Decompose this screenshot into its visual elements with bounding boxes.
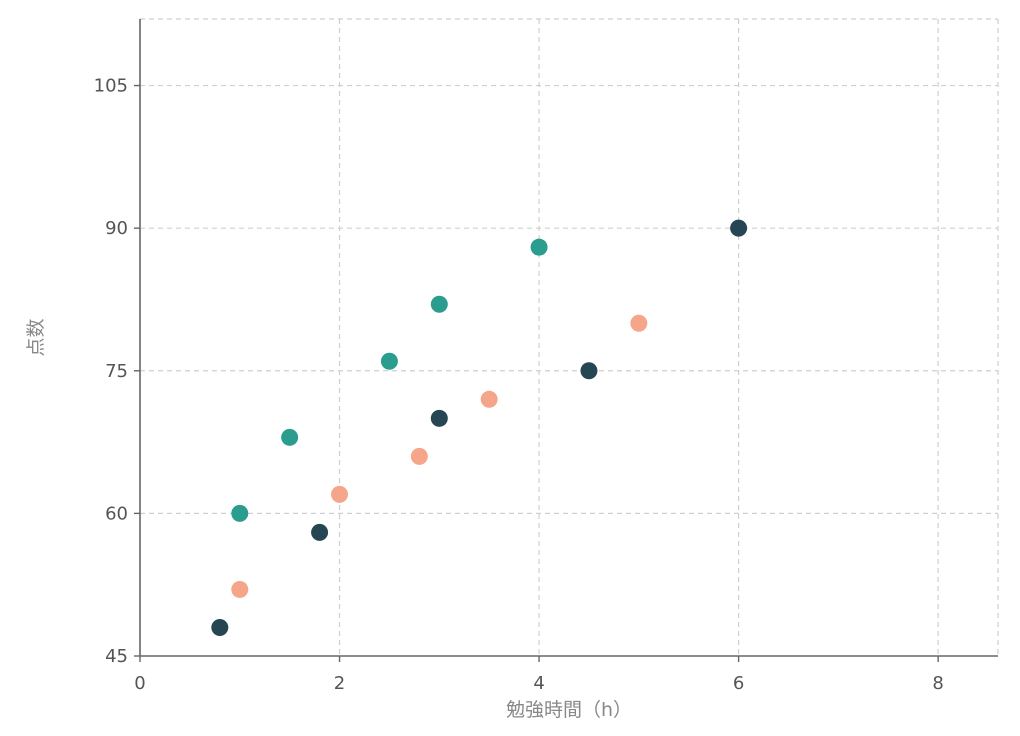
point-s2-4 — [730, 219, 748, 237]
point-s2-3 — [580, 362, 598, 380]
point-s2-1 — [311, 523, 329, 541]
y-tick-label-3: 90 — [105, 218, 128, 239]
point-s0-4 — [530, 238, 548, 256]
y-tick-label-2: 75 — [105, 361, 128, 382]
point-s0-2 — [380, 352, 398, 370]
axes — [134, 19, 998, 662]
point-s1-2 — [410, 447, 428, 465]
y-axis-title: 点数 — [25, 318, 47, 356]
data-points — [211, 219, 748, 636]
y-tick-label-4: 105 — [94, 76, 128, 97]
tick-labels: 0 2 4 6 8 45 60 75 90 105 — [94, 76, 944, 694]
x-tick-label-0: 0 — [134, 673, 145, 694]
point-s2-2 — [430, 409, 448, 427]
point-s0-3 — [430, 295, 448, 313]
grid-lines — [140, 18, 999, 656]
y-tick-label-0: 45 — [105, 646, 128, 667]
point-s1-3 — [480, 390, 498, 408]
y-tick-label-1: 60 — [105, 503, 128, 524]
point-s1-4 — [630, 314, 648, 332]
x-axis-title: 勉強時間（h） — [506, 699, 632, 721]
point-s1-0 — [231, 580, 249, 598]
point-s2-0 — [211, 618, 229, 636]
x-tick-label-4: 8 — [932, 673, 943, 694]
x-tick-label-2: 4 — [533, 673, 544, 694]
x-tick-label-3: 6 — [733, 673, 744, 694]
point-s0-0 — [231, 504, 249, 522]
x-tick-label-1: 2 — [334, 673, 345, 694]
point-s1-1 — [331, 485, 349, 503]
point-s0-1 — [281, 428, 299, 446]
